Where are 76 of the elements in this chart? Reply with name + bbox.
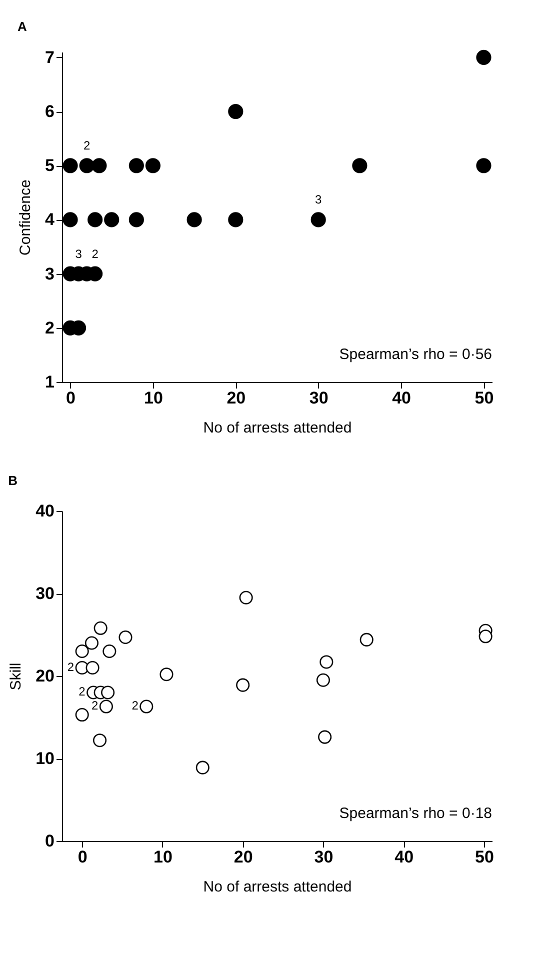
point <box>118 630 132 644</box>
x-tick-label: 10 <box>144 388 163 408</box>
point <box>62 158 78 174</box>
annotation: 2 <box>78 684 86 698</box>
y-tick-label: 3 <box>45 264 54 284</box>
x-tick-label: 50 <box>475 848 494 866</box>
point <box>160 668 174 682</box>
x-tick-label: 30 <box>309 388 328 408</box>
point <box>352 158 368 174</box>
y-axis-title: Skill <box>8 662 25 690</box>
point <box>88 212 103 228</box>
x-tick-label: 50 <box>474 388 494 408</box>
point <box>320 655 334 669</box>
annotation: Spearman’s rho = 0·56 <box>339 346 492 363</box>
y-tick-label: 30 <box>36 584 54 603</box>
point <box>75 708 89 722</box>
point <box>145 158 161 174</box>
y-tick-label: 40 <box>36 502 54 520</box>
point <box>316 673 330 687</box>
point <box>478 630 492 644</box>
x-tick-label: 40 <box>392 388 411 408</box>
annotation: 2 <box>92 246 99 261</box>
x-tick-label: 10 <box>154 848 172 866</box>
x-tick-label: 0 <box>78 848 88 866</box>
point <box>476 50 492 65</box>
x-tick-label: 20 <box>226 388 246 408</box>
annotation: 3 <box>75 246 82 261</box>
point <box>236 678 250 692</box>
point <box>92 158 107 174</box>
x-axis-title: No of arrests attended <box>203 420 352 436</box>
point <box>196 760 210 774</box>
point <box>228 104 244 120</box>
x-tick-label: 0 <box>66 388 76 408</box>
point <box>318 730 332 744</box>
point <box>102 644 116 658</box>
y-tick-label: 4 <box>45 210 56 230</box>
y-tick-label: 7 <box>45 48 54 67</box>
point <box>128 212 144 228</box>
x-axis-title: No of arrests attended <box>203 878 352 896</box>
point <box>79 158 94 174</box>
point <box>104 212 120 228</box>
point <box>476 158 492 174</box>
y-tick-label: 1 <box>45 372 54 392</box>
annotation: 2 <box>67 660 74 674</box>
point <box>228 212 244 228</box>
annotation: Spearman’s rho = 0·18 <box>339 805 492 822</box>
point <box>94 621 108 635</box>
x-tick-label: 30 <box>314 848 334 866</box>
point <box>86 660 100 675</box>
point <box>186 212 202 228</box>
point <box>310 212 326 228</box>
y-tick-label: 10 <box>36 749 54 768</box>
x-tick-label: 20 <box>234 848 253 866</box>
point <box>128 158 144 174</box>
annotation: 2 <box>92 698 99 713</box>
annotation: 2 <box>83 138 90 153</box>
y-tick-label: 6 <box>45 102 54 122</box>
annotation: 3 <box>315 192 322 207</box>
point <box>360 632 374 646</box>
chart-title: A <box>18 18 28 34</box>
annotation: 2 <box>132 698 139 713</box>
point <box>75 644 89 658</box>
y-tick-label: 0 <box>45 832 54 850</box>
point <box>84 636 99 650</box>
y-tick-label: 5 <box>45 156 54 176</box>
point <box>239 590 253 604</box>
y-tick-label: 2 <box>45 318 54 338</box>
point <box>101 686 115 700</box>
point <box>140 700 154 714</box>
y-tick-label: 20 <box>36 666 54 686</box>
chart-title: B <box>8 473 18 488</box>
x-tick-label: 40 <box>394 848 414 866</box>
point <box>62 212 78 228</box>
y-axis-title: Confidence <box>17 180 34 256</box>
point <box>99 700 113 714</box>
point <box>93 734 107 748</box>
